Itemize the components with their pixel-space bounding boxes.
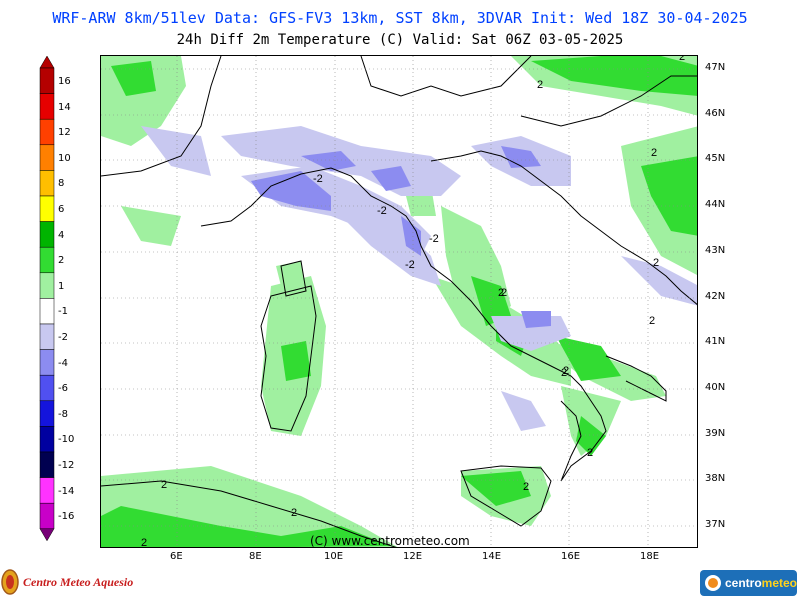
scale-swatch xyxy=(39,195,55,222)
scale-top-arrow xyxy=(39,55,55,69)
lat-label: 40N xyxy=(705,382,726,393)
scale-swatch xyxy=(39,298,55,325)
scale-label: 12 xyxy=(58,127,71,139)
logo-left-text: Centro Meteo Aquesio xyxy=(23,574,134,589)
contour-label: 2 xyxy=(679,56,685,63)
scale-swatch xyxy=(39,426,55,453)
logo-globe-icon xyxy=(705,575,721,591)
scale-swatch xyxy=(39,93,55,120)
contour-label: -2 xyxy=(405,259,415,271)
lon-label: 14E xyxy=(482,551,502,562)
lon-label: 12E xyxy=(403,551,423,562)
scale-label: -1 xyxy=(58,306,68,318)
contour-label: 2 xyxy=(651,147,657,159)
strong-cooling-areas xyxy=(251,146,551,328)
contour-label: -2 xyxy=(377,205,387,217)
lat-label: 47N xyxy=(705,62,726,73)
scale-label: -2 xyxy=(58,332,68,344)
centrometeo-logo[interactable]: centrometeo xyxy=(700,570,797,596)
copyright-text: (C) www.centrometeo.com xyxy=(310,534,470,548)
logo-emblem-icon xyxy=(1,569,19,595)
contour-label: 2 xyxy=(501,287,507,299)
scale-swatch xyxy=(39,170,55,197)
contour-label: 2 xyxy=(561,367,567,379)
lon-label: 18E xyxy=(640,551,660,562)
scale-swatch xyxy=(39,477,55,504)
centro-meteo-aquesio-logo[interactable]: Centro Meteo Aquesio xyxy=(0,568,133,596)
scale-label: -8 xyxy=(58,408,68,420)
scale-label: -12 xyxy=(58,460,75,472)
scale-label: -4 xyxy=(58,357,68,369)
scale-label: -6 xyxy=(58,383,68,395)
scale-swatch xyxy=(39,272,55,299)
scale-label: 8 xyxy=(58,178,65,190)
lat-label: 39N xyxy=(705,428,726,439)
lat-label: 38N xyxy=(705,473,726,484)
scale-swatch xyxy=(39,502,55,530)
scale-label: -10 xyxy=(58,434,75,446)
lon-label: 8E xyxy=(249,551,262,562)
scale-bottom-arrow xyxy=(39,528,55,542)
scale-swatch xyxy=(39,67,55,94)
scale-swatch xyxy=(39,323,55,350)
contour-label: 2 xyxy=(563,365,569,377)
map-panel: 2 2 2 -2 -2 -2 2 2 2 2 2 2 2 2 2 2 -2 2 xyxy=(100,55,698,548)
contour-label: 2 xyxy=(653,257,659,269)
map-title-line2: 24h Diff 2m Temperature (C) Valid: Sat 0… xyxy=(176,32,624,48)
contour-label: 2 xyxy=(587,447,593,459)
contour-label: -2 xyxy=(313,173,323,185)
scale-swatch xyxy=(39,349,55,376)
lon-label: 10E xyxy=(324,551,344,562)
lon-label: 16E xyxy=(561,551,581,562)
logo-right-text: centrometeo xyxy=(724,576,797,590)
scale-label: -16 xyxy=(58,511,75,523)
lat-label: 46N xyxy=(705,108,726,119)
contour-label: 2 xyxy=(291,507,297,519)
lat-label: 37N xyxy=(705,519,726,530)
lat-label: 43N xyxy=(705,245,726,256)
scale-swatch xyxy=(39,246,55,274)
map-title-line1: WRF-ARW 8km/51lev Data: GFS-FV3 13km, SS… xyxy=(52,9,748,27)
scale-label: 4 xyxy=(58,229,65,241)
scale-swatch xyxy=(39,221,55,248)
color-scale-bar xyxy=(39,55,55,542)
scale-swatch xyxy=(39,118,55,146)
contour-label: 2 xyxy=(537,79,543,91)
scale-label: 1 xyxy=(58,280,65,292)
scale-swatch xyxy=(39,374,55,402)
coastlines xyxy=(101,56,697,547)
contour-label: 2 xyxy=(523,481,529,493)
scale-label: 10 xyxy=(58,152,71,164)
lat-label: 44N xyxy=(705,199,726,210)
lat-label: 42N xyxy=(705,291,726,302)
contour-label: 2 xyxy=(498,287,504,299)
scale-label: 16 xyxy=(58,76,71,88)
scale-label: 6 xyxy=(58,204,65,216)
contour-label: -2 xyxy=(429,233,439,245)
contour-label: 2 xyxy=(141,537,147,548)
scale-swatch xyxy=(39,400,55,427)
lat-label: 41N xyxy=(705,336,726,347)
scale-label: -14 xyxy=(58,485,75,497)
lon-label: 6E xyxy=(170,551,183,562)
scale-label: 14 xyxy=(58,101,71,113)
contour-label: 2 xyxy=(161,479,167,491)
scale-swatch xyxy=(39,451,55,478)
lat-label: 45N xyxy=(705,153,726,164)
scale-label: 2 xyxy=(58,255,65,267)
scale-swatch xyxy=(39,144,55,171)
warming-areas xyxy=(101,56,697,547)
contour-label: 2 xyxy=(649,315,655,327)
